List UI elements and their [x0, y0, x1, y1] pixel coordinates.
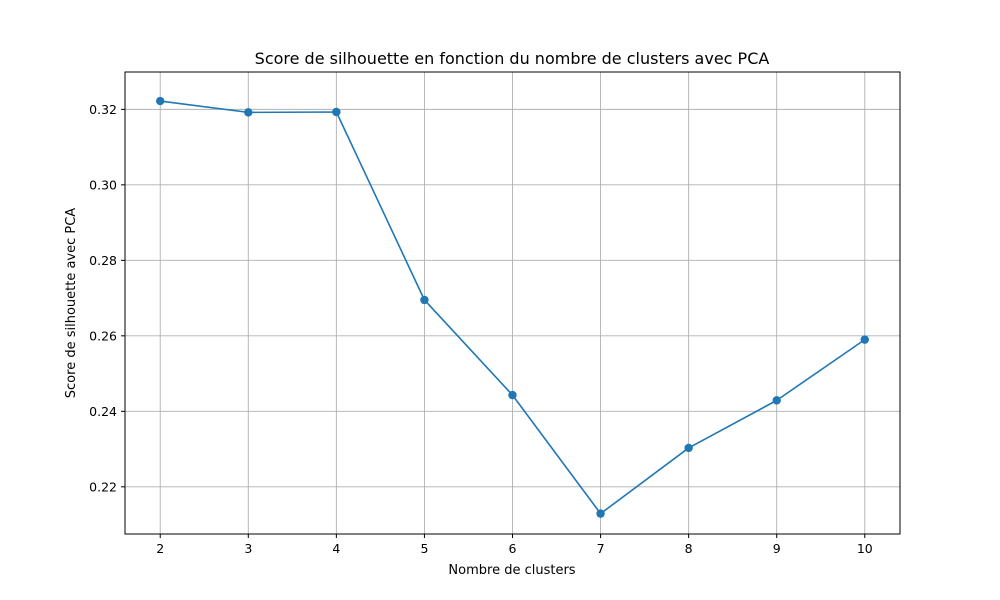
x-tick-label: 4	[332, 541, 340, 556]
x-axis-label: Nombre de clusters	[448, 563, 575, 578]
grid-lines	[125, 72, 900, 534]
y-tick-label: 0.24	[89, 404, 117, 419]
y-tick-label: 0.30	[89, 177, 117, 192]
x-tick-label: 2	[156, 541, 164, 556]
data-point	[596, 509, 605, 518]
data-point	[860, 335, 869, 344]
y-axis-label: Score de silhouette avec PCA	[64, 208, 79, 399]
x-tick-label: 6	[509, 541, 517, 556]
x-tick-label: 8	[685, 541, 693, 556]
x-tick-label: 9	[773, 541, 781, 556]
y-tick-label: 0.32	[89, 102, 117, 117]
data-point	[332, 107, 341, 117]
data-point	[156, 96, 165, 106]
y-tick-label: 0.26	[89, 328, 117, 343]
x-tick-label: 5	[420, 541, 428, 556]
series-layer	[156, 96, 869, 518]
x-tick-label: 10	[857, 541, 873, 556]
chart-title: Score de silhouette en fonction du nombr…	[255, 49, 770, 68]
data-point	[244, 108, 253, 117]
data-point	[420, 295, 429, 305]
x-tick-label: 7	[597, 541, 605, 556]
y-axis-ticks: 0.22 0.24 0.26 0.28 0.30 0.32	[89, 102, 125, 494]
data-point	[772, 396, 781, 405]
data-point	[684, 443, 693, 453]
x-tick-label: 3	[244, 541, 252, 556]
y-tick-label: 0.22	[89, 479, 117, 494]
x-axis-ticks: 2 3 4 5 6 7 8 9 10	[156, 534, 873, 556]
y-tick-label: 0.28	[89, 253, 117, 268]
data-point	[508, 390, 517, 400]
